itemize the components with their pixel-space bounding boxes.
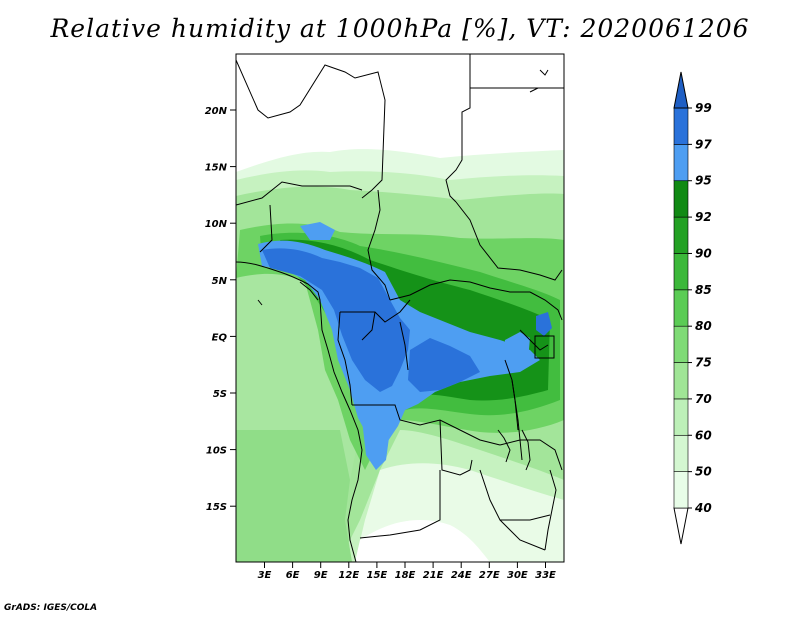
colorbar-bin — [673, 507, 689, 545]
lon-tick-label: 18E — [395, 570, 416, 581]
lon-tick-label: 3E — [258, 570, 272, 581]
lat-tick-label: 10S — [206, 446, 227, 457]
colorbar-bin — [673, 107, 689, 145]
colorbar-label: 70 — [695, 392, 712, 406]
rh-region-saturated-east — [408, 338, 480, 392]
colorbar-bin — [673, 362, 689, 400]
colorbar-label: 80 — [695, 319, 712, 333]
lat-tick-label: 20N — [205, 106, 228, 117]
colorbar-label: 95 — [695, 174, 712, 188]
latitude-axis: 20N 15N 10N 5N EQ 5S 10S 15S — [205, 106, 236, 513]
lon-tick-label: 6E — [286, 570, 300, 581]
colorbar-label: 60 — [695, 428, 712, 442]
lon-tick-label: 24E — [451, 570, 472, 581]
coastlines — [236, 69, 557, 562]
colorbar-bin — [673, 289, 689, 327]
colorbar-bin — [673, 471, 689, 509]
rh-region-saturated-sw — [362, 415, 390, 470]
map-plot-area — [236, 54, 564, 562]
lon-tick-label: 27E — [479, 570, 500, 581]
lon-tick-label: 12E — [338, 570, 359, 581]
colorbar-label: 85 — [695, 283, 712, 297]
rh-region-saturated-core — [262, 248, 410, 392]
rh-region-saturated-nw — [300, 222, 335, 240]
colorbar-bin — [673, 180, 689, 218]
colorbar-bin — [673, 434, 689, 472]
map-frame — [235, 53, 565, 563]
colorbar-bin — [673, 71, 689, 109]
lon-tick-label: 15E — [367, 570, 388, 581]
lon-tick-label: 21E — [423, 570, 444, 581]
colorbar-bin — [673, 253, 689, 291]
lat-tick-label: 5S — [213, 389, 227, 400]
lat-tick-label: 15N — [205, 163, 228, 174]
longitude-axis: 3E 6E 9E 12E 15E 18E 21E 24E 27E 30E 33E — [258, 562, 556, 581]
colorbar-label: 90 — [695, 246, 712, 260]
colorbar-label: 99 — [695, 101, 712, 115]
page-title: Relative humidity at 1000hPa [%], VT: 20… — [50, 14, 750, 43]
colorbar-label: 97 — [695, 137, 712, 151]
country-borders — [236, 54, 564, 551]
colorbar-bin — [673, 325, 689, 363]
lon-tick-label: 33E — [535, 570, 556, 581]
colorbar-bin — [673, 216, 689, 254]
colorbar-bin — [673, 144, 689, 182]
rh-region-lakes — [503, 332, 530, 370]
rh-region-atlantic-south — [236, 430, 352, 562]
lat-tick-label: EQ — [212, 332, 228, 343]
lat-tick-label: 15S — [206, 502, 227, 513]
lat-tick-label: 5N — [212, 276, 228, 287]
lon-tick-label: 30E — [507, 570, 528, 581]
colorbar-label: 75 — [695, 356, 712, 370]
colorbar-label: 92 — [695, 210, 712, 224]
rh-region-kalahari — [355, 520, 490, 562]
colorbar-label: 40 — [694, 501, 712, 515]
credit-label: GrADS: IGES/COLA — [4, 603, 98, 613]
lat-tick-label: 10N — [205, 219, 228, 230]
lon-tick-label: 9E — [314, 570, 328, 581]
colorbar-bin — [673, 398, 689, 436]
rh-region-lakes-north — [536, 312, 552, 336]
colorbar-label: 50 — [695, 465, 712, 479]
colorbar: 40 50 60 70 75 80 85 90 92 95 97 99 — [673, 71, 712, 545]
